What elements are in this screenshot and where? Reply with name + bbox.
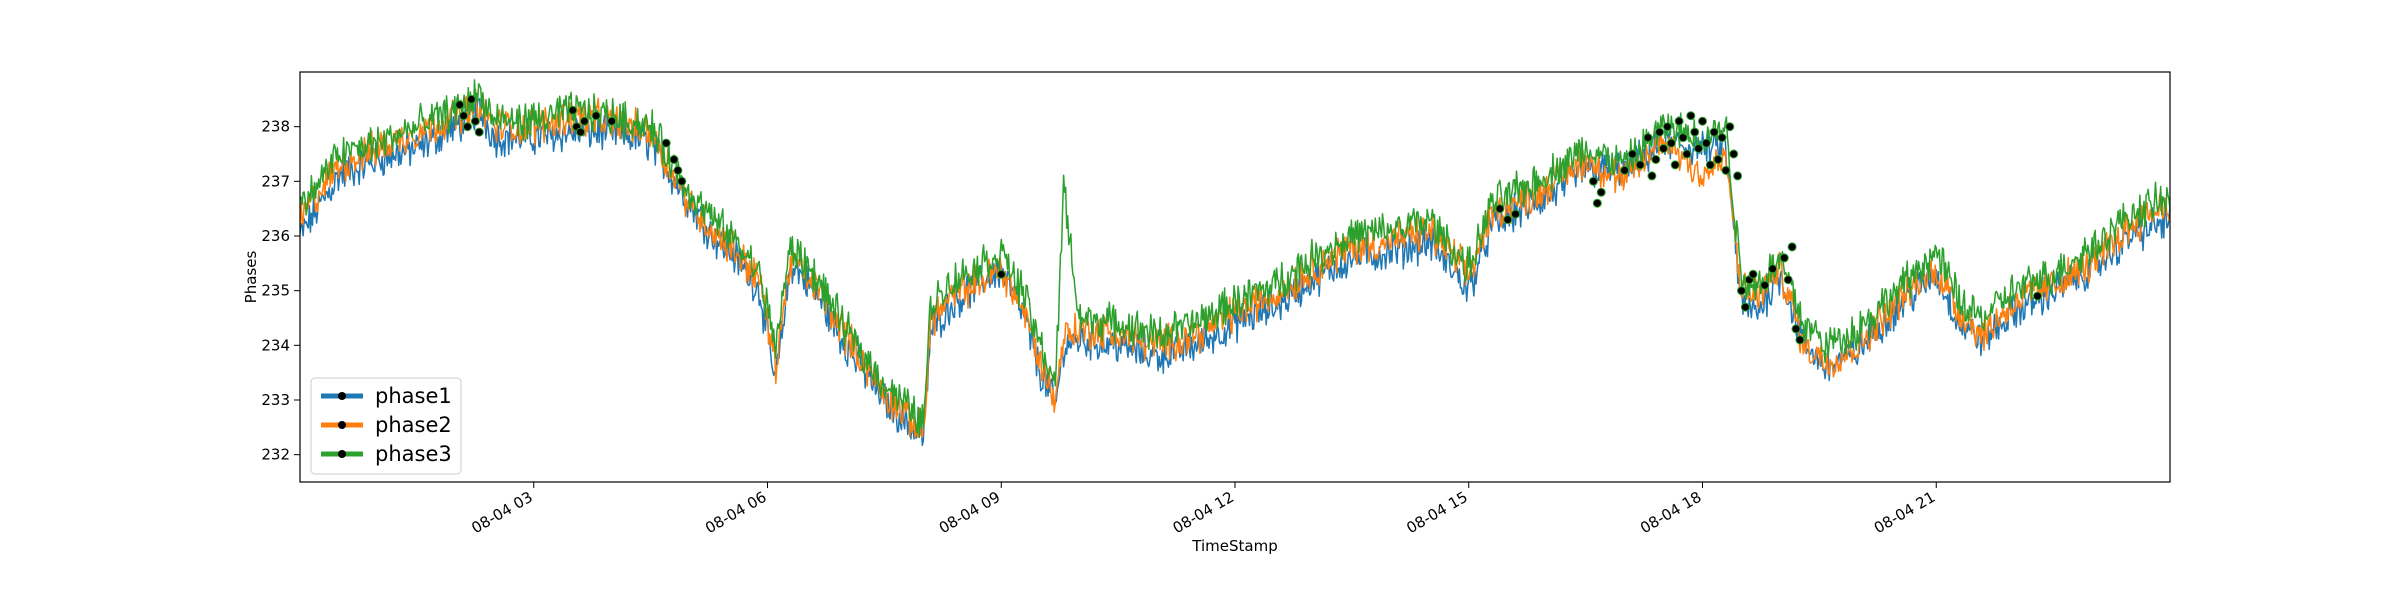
anomaly-marker bbox=[2033, 291, 2042, 301]
y-tick-label: 237 bbox=[261, 172, 290, 190]
marker-layer bbox=[455, 94, 2042, 345]
anomaly-marker bbox=[470, 116, 480, 126]
anomaly-marker bbox=[1588, 176, 1598, 186]
anomaly-marker bbox=[1787, 242, 1797, 252]
y-tick-label: 236 bbox=[261, 227, 290, 245]
x-tick-label: 08-04 18 bbox=[1637, 488, 1704, 537]
x-tick-label: 08-04 06 bbox=[702, 488, 769, 537]
anomaly-marker bbox=[1721, 165, 1731, 175]
anomaly-marker bbox=[1791, 324, 1801, 334]
legend: phase1 phase2 phase3 bbox=[310, 377, 462, 475]
anomaly-marker bbox=[1592, 198, 1602, 208]
anomaly-marker bbox=[1511, 209, 1520, 219]
anomaly-marker bbox=[1647, 171, 1657, 181]
anomaly-marker bbox=[455, 100, 465, 110]
anomaly-marker bbox=[579, 116, 589, 126]
anomaly-marker bbox=[1666, 138, 1676, 148]
anomaly-marker bbox=[1503, 215, 1513, 225]
y-axis-label: Phases bbox=[242, 251, 260, 304]
anomaly-marker bbox=[1643, 133, 1653, 143]
x-tick-label: 08-04 15 bbox=[1403, 488, 1470, 537]
legend-label-phase1: phase1 bbox=[375, 384, 452, 408]
x-tick-label: 08-04 09 bbox=[936, 488, 1003, 537]
y-tick-label: 238 bbox=[261, 118, 290, 136]
anomaly-marker bbox=[1783, 275, 1793, 285]
anomaly-marker bbox=[591, 111, 601, 121]
x-axis-ticks: 08-04 03 08-04 06 08-04 09 08-04 12 08-04 15… bbox=[468, 482, 1938, 537]
anomaly-marker bbox=[1495, 204, 1505, 214]
anomaly-marker bbox=[1705, 160, 1715, 170]
legend-label-phase2: phase2 bbox=[375, 413, 452, 437]
anomaly-marker bbox=[1674, 116, 1684, 126]
series-line-phase1 bbox=[300, 97, 2170, 447]
anomaly-marker bbox=[1740, 302, 1750, 312]
anomaly-marker bbox=[1701, 138, 1711, 148]
anomaly-marker bbox=[1717, 133, 1727, 143]
y-tick-label: 233 bbox=[261, 391, 290, 409]
legend-marker-phase2 bbox=[338, 421, 346, 429]
x-axis-label: TimeStamp bbox=[1191, 537, 1277, 555]
anomaly-marker bbox=[1670, 160, 1680, 170]
anomaly-marker bbox=[1737, 286, 1746, 296]
y-tick-label: 235 bbox=[261, 282, 290, 300]
anomaly-marker bbox=[1713, 155, 1723, 164]
anomaly-marker bbox=[1659, 144, 1668, 153]
anomaly-marker bbox=[1682, 149, 1692, 159]
y-tick-label: 234 bbox=[261, 336, 290, 354]
series-line-phase2 bbox=[300, 88, 2170, 439]
anomaly-marker bbox=[1725, 122, 1735, 132]
anomaly-marker bbox=[673, 165, 683, 175]
anomaly-marker bbox=[1651, 155, 1661, 164]
legend-box bbox=[310, 377, 462, 475]
anomaly-marker bbox=[996, 269, 1006, 279]
anomaly-marker bbox=[1678, 133, 1688, 143]
legend-marker-phase3 bbox=[338, 450, 346, 458]
anomaly-marker bbox=[1733, 171, 1743, 181]
legend-label-phase3: phase3 bbox=[375, 442, 452, 466]
anomaly-marker bbox=[1690, 127, 1700, 137]
anomaly-marker bbox=[1748, 269, 1758, 279]
anomaly-marker bbox=[1686, 111, 1696, 121]
x-tick-label: 08-04 21 bbox=[1871, 488, 1938, 537]
anomaly-marker bbox=[1698, 116, 1707, 126]
anomaly-marker bbox=[1627, 149, 1637, 159]
anomaly-marker bbox=[466, 94, 476, 104]
x-tick-label: 08-04 12 bbox=[1170, 488, 1237, 537]
anomaly-marker bbox=[1768, 264, 1778, 274]
anomaly-marker bbox=[661, 138, 671, 148]
anomaly-marker bbox=[1729, 149, 1739, 159]
anomaly-marker bbox=[463, 122, 472, 132]
anomaly-marker bbox=[1655, 127, 1665, 137]
anomaly-marker bbox=[1709, 127, 1719, 137]
legend-marker-phase1 bbox=[338, 392, 346, 400]
anomaly-marker bbox=[669, 155, 679, 164]
anomaly-marker bbox=[568, 105, 578, 115]
anomaly-marker bbox=[1760, 280, 1770, 290]
anomaly-marker bbox=[1620, 165, 1630, 175]
anomaly-marker bbox=[1596, 187, 1606, 197]
anomaly-marker bbox=[1795, 335, 1805, 345]
x-tick-label: 08-04 03 bbox=[468, 488, 535, 537]
anomaly-marker bbox=[607, 116, 617, 126]
anomaly-marker bbox=[1635, 160, 1645, 170]
anomaly-marker bbox=[459, 111, 469, 121]
y-tick-label: 232 bbox=[261, 446, 290, 464]
anomaly-marker bbox=[1662, 122, 1672, 132]
anomaly-marker bbox=[1779, 253, 1789, 263]
anomaly-marker bbox=[576, 127, 585, 137]
anomaly-marker bbox=[1694, 144, 1704, 153]
anomaly-marker bbox=[474, 127, 484, 137]
y-axis-ticks: 232 233 234 235 236 237 238 bbox=[261, 118, 300, 464]
anomaly-marker bbox=[677, 176, 687, 186]
